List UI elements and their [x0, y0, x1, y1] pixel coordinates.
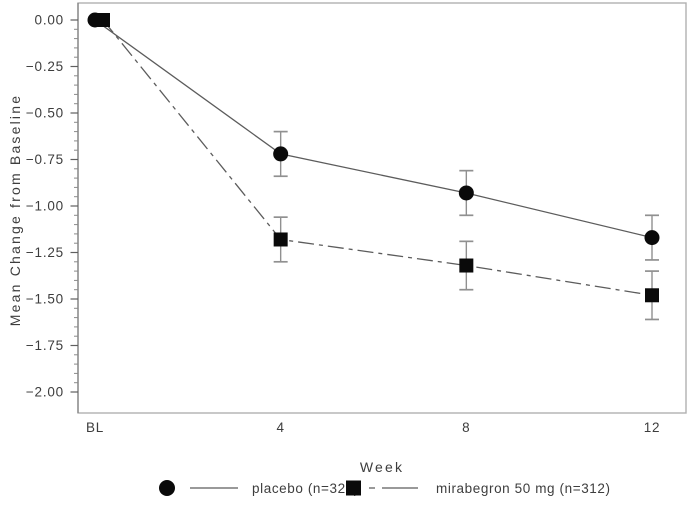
y-tick-label: −2.00: [26, 385, 64, 400]
data-point-square: [645, 288, 659, 303]
data-point-square: [459, 258, 474, 273]
plot-border: [77, 2, 687, 414]
data-point-square: [273, 232, 288, 247]
series-line: [94, 19, 653, 239]
series-placebo: [87, 12, 660, 261]
x-tick-label: 4: [277, 420, 285, 435]
x-tick-label: 12: [644, 420, 661, 435]
x-axis-title: Week: [360, 459, 404, 475]
y-tick-label: −0.75: [26, 152, 64, 167]
y-tick-label: −0.25: [26, 59, 64, 74]
x-axis: BL 4 8 12: [86, 420, 660, 435]
plot-frame: [77, 2, 687, 414]
y-tick-label: −1.75: [26, 338, 64, 353]
y-tick-label: −1.00: [26, 199, 64, 214]
legend-label-placebo: placebo (n=325): [252, 481, 359, 496]
y-tick-label: −0.50: [26, 106, 64, 121]
y-tick-label: −1.50: [26, 292, 64, 307]
x-tick-label: 8: [462, 420, 470, 435]
series-line: [102, 19, 653, 296]
series-mirabegron: [96, 13, 659, 321]
x-tick-label: BL: [86, 420, 104, 435]
data-point-circle: [458, 185, 474, 201]
legend: placebo (n=325) mirabegron 50 mg (n=312): [159, 480, 611, 496]
y-axis: 0.00 −0.25 −0.50 −0.75 −1.00 −1.25 −1.50 −1.75 −…: [26, 13, 78, 400]
legend-label-mirabegron: mirabegron 50 mg (n=312): [436, 481, 611, 496]
series-layer: [87, 12, 660, 321]
y-tick-label: 0.00: [35, 13, 64, 28]
y-axis-title: Mean Change from Baseline: [7, 94, 23, 326]
legend-marker-placebo-circle-icon: [159, 480, 175, 496]
legend-marker-mirabegron-square-icon: [346, 480, 361, 496]
data-point-square: [96, 13, 110, 27]
data-point-circle: [644, 230, 660, 246]
data-point-circle: [273, 146, 289, 162]
y-tick-label: −1.25: [26, 245, 64, 260]
